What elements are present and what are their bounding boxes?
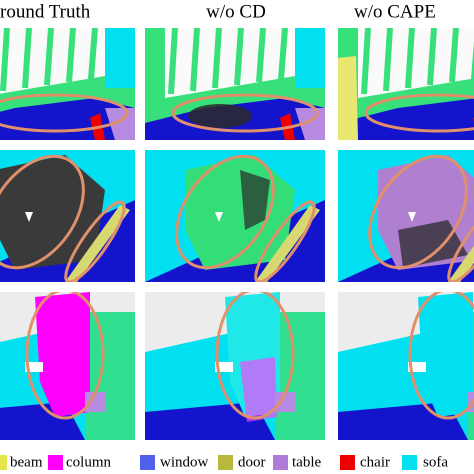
error-region [240, 170, 270, 230]
window-frame [256, 28, 266, 83]
highlight-ellipse [408, 292, 474, 420]
column-header: round Truth [0, 1, 91, 22]
window-frame [361, 28, 371, 95]
legend-label: beam [10, 454, 43, 470]
window-frame [405, 28, 415, 89]
panels [0, 28, 474, 440]
window-frame [278, 28, 288, 80]
floor [338, 402, 468, 440]
panel-art [145, 28, 325, 140]
highlight-ellipse [447, 200, 474, 282]
door-frame [65, 205, 130, 282]
wall [275, 312, 325, 440]
marker [408, 212, 416, 222]
table-region [275, 392, 295, 412]
panel [145, 28, 325, 140]
legend-swatch [0, 455, 7, 470]
highlight-ellipse [175, 154, 275, 270]
legend-label: door [238, 454, 266, 470]
highlight-ellipse [0, 154, 85, 270]
error-region [188, 104, 252, 128]
wall [85, 312, 135, 440]
beam-region [338, 56, 358, 140]
window-frame [22, 28, 32, 89]
error-region [240, 357, 277, 422]
column-header: w/o CD [206, 1, 266, 22]
marker [215, 212, 223, 222]
window-frame [168, 28, 178, 95]
board [0, 155, 105, 270]
legend-label: sofa [423, 454, 448, 470]
legend: beam column window door table chair sofa [0, 454, 448, 470]
highlight-ellipse [254, 200, 316, 282]
panel-art [145, 292, 325, 440]
legend-swatch [140, 455, 155, 470]
panel [338, 28, 474, 140]
panel-art [338, 292, 474, 440]
window-frame [427, 28, 437, 86]
legend-label: table [292, 454, 321, 470]
window-region [408, 362, 426, 372]
table-region [85, 392, 105, 412]
error-region [398, 220, 468, 268]
highlight-ellipse [64, 200, 126, 282]
highlight-ellipse [364, 93, 474, 133]
panel [145, 150, 325, 282]
legend-swatch [48, 455, 63, 470]
legend-label: column [66, 454, 111, 470]
highlight-ellipse [215, 292, 295, 420]
highlight-ellipse [0, 93, 129, 133]
highlight-ellipse [171, 93, 319, 133]
panel [338, 150, 474, 282]
sofa-region [295, 28, 325, 88]
floor [145, 402, 275, 440]
panel [0, 150, 135, 282]
window-region [215, 362, 233, 372]
panel-art [338, 150, 474, 282]
legend-label: chair [360, 454, 390, 470]
window-frame [234, 28, 244, 86]
window-frame [190, 28, 200, 92]
window-frame [66, 28, 76, 83]
legend-swatch [273, 455, 288, 470]
panel [145, 292, 325, 440]
panel-art [338, 28, 474, 140]
window-frame [88, 28, 98, 80]
panel [0, 28, 135, 140]
panel [338, 292, 474, 440]
highlight-ellipse [25, 292, 105, 420]
sofa-region [105, 28, 135, 88]
column-region [35, 292, 90, 417]
legend-swatch [402, 455, 417, 470]
window-region [25, 362, 43, 372]
column-header: w/o CAPE [354, 1, 436, 22]
door-frame [255, 205, 320, 282]
window-frame [449, 28, 459, 83]
panel-art [0, 292, 135, 440]
panel-art [0, 150, 135, 282]
window-frame [0, 28, 10, 92]
highlight-ellipse [368, 154, 468, 270]
window-frame [44, 28, 54, 86]
panel [0, 292, 135, 440]
marker [25, 212, 33, 222]
table-region [468, 392, 474, 412]
legend-label: window [160, 454, 209, 470]
panel-art [0, 28, 135, 140]
window-frame [212, 28, 222, 89]
column-region [418, 292, 473, 417]
window-frame [383, 28, 393, 92]
legend-swatch [218, 455, 233, 470]
legend-swatch [340, 455, 355, 470]
panel-art [145, 150, 325, 282]
